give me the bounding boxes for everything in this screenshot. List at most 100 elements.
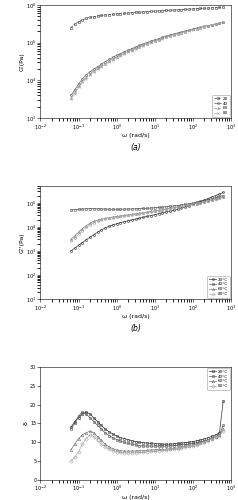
80°C <box>161 447 164 453</box>
60°C <box>108 214 110 220</box>
80°C <box>188 202 190 208</box>
80 <box>119 53 122 59</box>
40°C <box>222 192 225 198</box>
60 <box>191 26 194 32</box>
20°C <box>207 435 209 441</box>
40°C <box>138 442 141 448</box>
80°C <box>81 441 84 447</box>
40°C <box>195 200 198 205</box>
60°C <box>199 200 202 205</box>
40 <box>222 20 225 26</box>
60 <box>157 36 160 43</box>
20 <box>89 14 91 20</box>
40°C <box>195 440 198 446</box>
80 <box>111 57 114 63</box>
40°C <box>85 411 88 417</box>
80 <box>157 37 160 43</box>
20 <box>176 7 179 13</box>
20°C <box>69 424 72 430</box>
80°C <box>73 235 76 241</box>
40°C <box>188 441 190 447</box>
40°C <box>176 442 179 448</box>
20°C <box>77 242 80 248</box>
Y-axis label: G''(Pa): G''(Pa) <box>20 232 25 253</box>
60°C <box>85 430 88 436</box>
60 <box>176 30 179 36</box>
60°C <box>161 446 164 452</box>
60°C <box>153 447 156 453</box>
60°C <box>119 213 122 219</box>
60°C <box>115 214 118 220</box>
20 <box>157 8 160 14</box>
40 <box>199 24 202 30</box>
20°C <box>203 197 206 203</box>
80°C <box>100 217 103 223</box>
60 <box>210 22 213 28</box>
40 <box>111 54 114 60</box>
60 <box>203 24 206 30</box>
20 <box>77 18 80 24</box>
80°C <box>188 444 190 450</box>
40°C <box>77 206 80 212</box>
80°C <box>69 458 72 464</box>
40 <box>138 42 141 48</box>
20°C <box>130 217 133 223</box>
20 <box>218 4 221 10</box>
20°C <box>119 220 122 226</box>
80°C <box>191 201 194 207</box>
20 <box>96 13 99 19</box>
60°C <box>214 434 217 440</box>
60°C <box>157 207 160 213</box>
40 <box>134 44 137 50</box>
20 <box>188 6 190 12</box>
60 <box>207 22 209 28</box>
60 <box>69 94 72 100</box>
20°C <box>142 440 145 446</box>
80°C <box>180 445 183 451</box>
40°C <box>115 206 118 212</box>
80 <box>123 51 126 57</box>
40°C <box>222 422 225 428</box>
40 <box>165 34 168 40</box>
60°C <box>203 438 206 444</box>
20°C <box>111 222 114 228</box>
Line: 60°C: 60°C <box>70 428 224 452</box>
40°C <box>138 206 141 212</box>
80°C <box>123 213 126 219</box>
80 <box>214 21 217 27</box>
20 <box>207 5 209 11</box>
40 <box>104 59 107 65</box>
60°C <box>176 445 179 451</box>
20°C <box>146 214 149 220</box>
80°C <box>214 434 217 440</box>
60°C <box>100 216 103 222</box>
40 <box>146 40 149 46</box>
80°C <box>89 222 91 228</box>
80 <box>146 41 149 47</box>
60°C <box>85 223 88 229</box>
20 <box>210 5 213 11</box>
80 <box>96 66 99 72</box>
80 <box>165 34 168 40</box>
60°C <box>134 210 137 216</box>
80°C <box>77 231 80 237</box>
60 <box>169 33 171 39</box>
20°C <box>161 210 164 216</box>
80°C <box>153 208 156 214</box>
60 <box>111 56 114 62</box>
40°C <box>176 202 179 208</box>
20 <box>130 10 133 16</box>
60°C <box>180 444 183 450</box>
20°C <box>73 245 76 251</box>
40°C <box>111 206 114 212</box>
40°C <box>119 438 122 444</box>
40°C <box>184 442 187 448</box>
40°C <box>210 435 213 441</box>
80°C <box>119 214 122 220</box>
60°C <box>115 447 118 453</box>
60°C <box>127 448 129 454</box>
40°C <box>165 204 168 210</box>
Line: 80°C: 80°C <box>70 430 224 462</box>
60 <box>89 71 91 77</box>
20°C <box>222 190 225 196</box>
